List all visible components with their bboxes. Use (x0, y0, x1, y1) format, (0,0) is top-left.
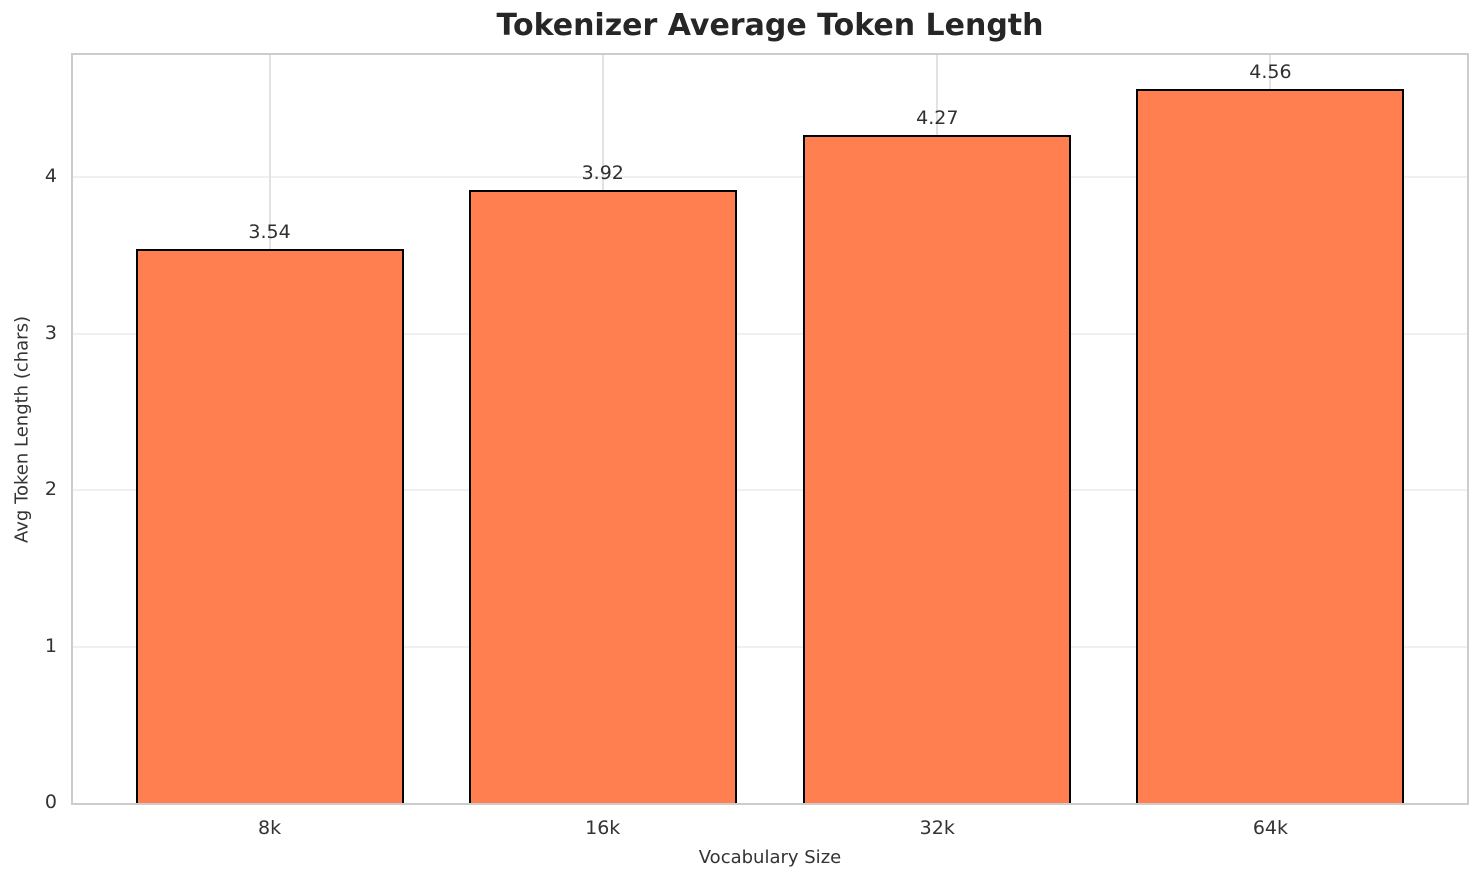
y-tick-label: 1 (44, 634, 57, 657)
x-tick-label: 8k (258, 817, 282, 839)
grid-line-horizontal (73, 645, 1467, 648)
x-tick-label: 64k (1252, 817, 1289, 839)
y-tick-label: 3 (44, 321, 57, 344)
chart-title: Tokenizer Average Token Length (496, 8, 1044, 43)
bar-16k (468, 189, 737, 803)
y-axis-label: Avg Token Length (chars) (11, 316, 33, 543)
bar-8k (135, 249, 404, 803)
grid-line-horizontal (73, 489, 1467, 492)
bar-value-label: 4.27 (916, 106, 959, 129)
y-tick-label: 0 (44, 791, 57, 813)
y-tick-label: 4 (44, 165, 57, 188)
x-tick-label: 16k (585, 817, 621, 839)
plot-area: 3.54 3.92 4.27 4.56 (71, 53, 1469, 805)
bar-32k (803, 134, 1072, 803)
grid-line-horizontal (73, 176, 1467, 179)
grid-line-horizontal (73, 332, 1467, 335)
x-axis-label: Vocabulary Size (698, 847, 842, 868)
bar-value-label: 4.56 (1249, 61, 1292, 84)
bar-64k (1136, 89, 1405, 803)
x-tick-label: 32k (919, 817, 955, 839)
bar-value-label: 3.54 (248, 221, 291, 244)
y-tick-label: 2 (44, 478, 57, 501)
bar-value-label: 3.92 (581, 161, 624, 184)
